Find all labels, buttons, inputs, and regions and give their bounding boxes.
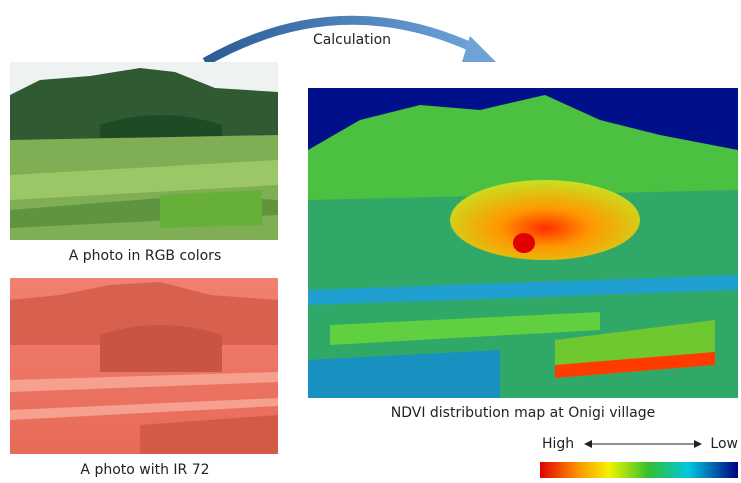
color-scale [540, 462, 738, 478]
rgb-caption: A photo in RGB colors [69, 248, 221, 264]
calculation-arrow [202, 15, 496, 66]
ndvi-map [308, 88, 738, 398]
ndvi-caption: NDVI distribution map at Onigi village [391, 405, 656, 421]
rgb-photo [10, 62, 278, 240]
arrow-label: Calculation [313, 32, 391, 48]
ir-photo [10, 278, 278, 454]
legend-high: High [542, 436, 574, 452]
ir-caption: A photo with IR 72 [80, 462, 209, 478]
legend-arrow [584, 440, 702, 448]
legend-low: Low [710, 436, 738, 452]
